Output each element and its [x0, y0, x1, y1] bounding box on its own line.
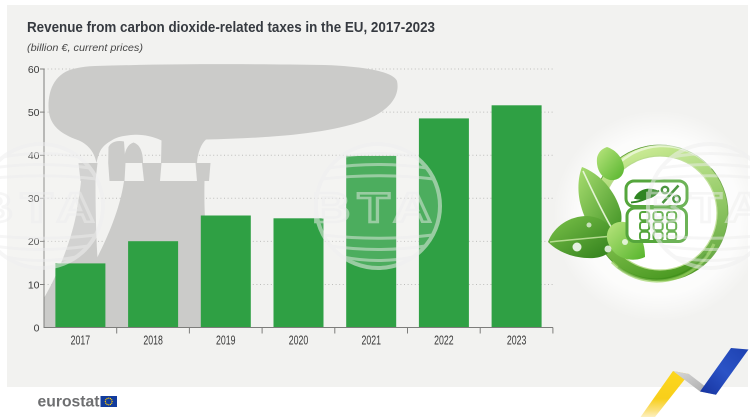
- svg-text:2021: 2021: [361, 333, 381, 348]
- svg-text:2018: 2018: [143, 333, 163, 348]
- svg-text:2022: 2022: [434, 333, 454, 348]
- svg-text:0: 0: [34, 322, 40, 334]
- svg-text:2023: 2023: [507, 333, 527, 348]
- svg-text:10: 10: [28, 279, 40, 291]
- svg-text:2020: 2020: [289, 333, 309, 348]
- svg-text:(billion €, current prices): (billion €, current prices): [27, 42, 143, 54]
- svg-text:Revenue from carbon dioxide-re: Revenue from carbon dioxide-related taxe…: [27, 19, 435, 36]
- svg-text:60: 60: [28, 64, 40, 76]
- svg-text:50: 50: [28, 107, 40, 119]
- svg-text:eurostat: eurostat: [38, 394, 100, 411]
- svg-text:2019: 2019: [216, 333, 236, 348]
- svg-text:2017: 2017: [71, 333, 91, 348]
